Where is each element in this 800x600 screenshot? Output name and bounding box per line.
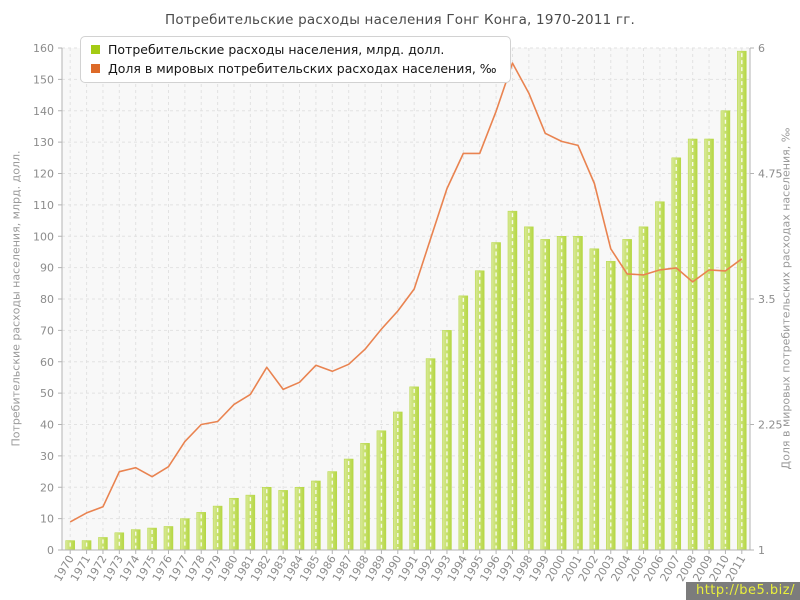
legend-label-spending: Потребительские расходы населения, млрд.… (108, 42, 445, 57)
left-tick-label: 80 (40, 293, 54, 306)
left-tick-label: 110 (33, 199, 54, 212)
axis-tick-labels: 0 10 20 30 40 50 60 70 80 90 100 110 120 130 140 150 160… (33, 42, 783, 584)
legend-label-share: Доля в мировых потребительских расходах … (108, 61, 497, 76)
left-tick-label: 20 (40, 481, 54, 494)
left-tick-label: 90 (40, 262, 54, 275)
axes (58, 47, 754, 554)
left-tick-label: 130 (33, 136, 54, 149)
left-tick-label: 140 (33, 105, 54, 118)
legend: Потребительские расходы населения, млрд.… (80, 36, 511, 83)
left-tick-label: 120 (33, 168, 54, 181)
left-tick-label: 60 (40, 356, 54, 369)
left-axis-title: Потребительские расходы населения, млрд.… (9, 150, 23, 447)
left-tick-label: 50 (40, 387, 54, 400)
legend-item-share: Доля в мировых потребительских расходах … (91, 59, 497, 78)
left-tick-label: 10 (40, 513, 54, 526)
left-tick-label: 150 (33, 73, 54, 86)
bars-series (65, 50, 747, 551)
chart-title: Потребительские расходы населения Гонг К… (165, 12, 635, 28)
left-tick-label: 160 (33, 42, 54, 55)
legend-item-spending: Потребительские расходы населения, млрд.… (91, 40, 497, 59)
right-tick-label: 4.75 (758, 168, 783, 181)
left-tick-label: 100 (33, 230, 54, 243)
right-tick-label: 6 (758, 42, 765, 55)
right-axis-title: Доля в мировых потребительских расходах … (779, 127, 793, 470)
right-tick-label: 3.5 (758, 293, 776, 306)
watermark-link[interactable]: http://be5.biz/ (685, 582, 800, 600)
left-tick-label: 30 (40, 450, 54, 463)
right-tick-label: 1 (758, 544, 765, 557)
left-tick-label: 0 (47, 544, 54, 557)
spending-swatch-icon (91, 45, 100, 54)
bar-1998 (524, 226, 534, 551)
bar-1995 (474, 270, 485, 551)
left-tick-label: 40 (40, 419, 54, 432)
share-line (69, 62, 743, 523)
bar-1997 (507, 210, 518, 551)
right-tick-label: 2.25 (758, 419, 783, 432)
share-swatch-icon (91, 64, 100, 73)
bar-1983 (278, 490, 288, 551)
left-tick-label: 70 (40, 324, 54, 337)
